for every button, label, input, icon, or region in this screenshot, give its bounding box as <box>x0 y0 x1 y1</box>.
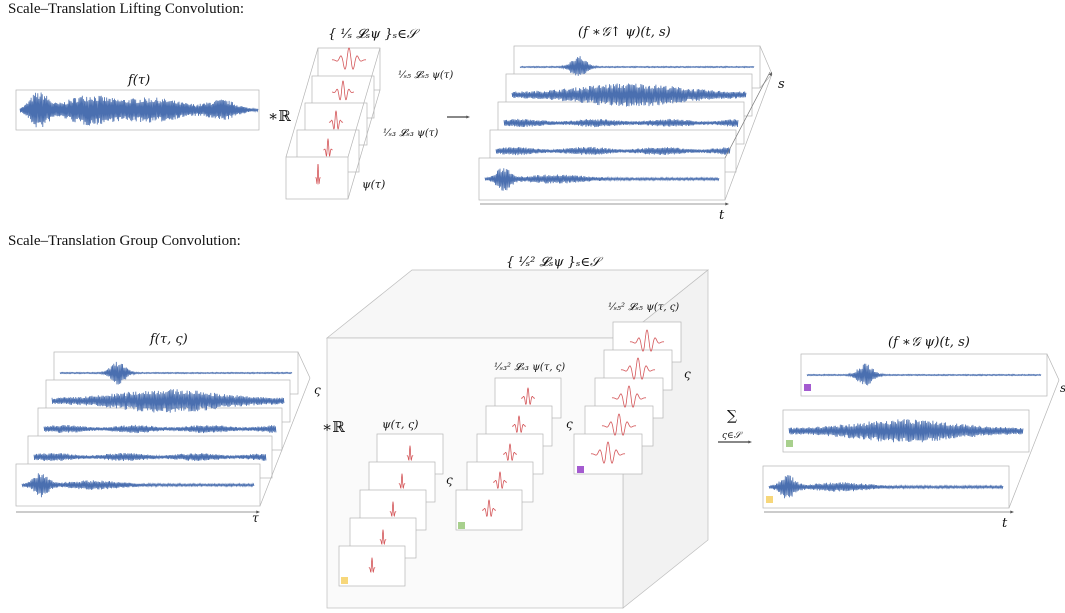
group-sum-subscript: ς∈𝒮 <box>722 431 744 441</box>
lifting-filter-bank-label: { ¹⁄ₛ 𝓛ₛψ }ₛ∈𝒮 <box>328 27 421 42</box>
lifting-input-label: f(τ) <box>127 73 150 88</box>
group-axis-tau: τ <box>252 511 259 525</box>
group-output-marker-purple <box>804 384 811 391</box>
lifting-filter-label-s3: ¹⁄ₛ₃ 𝓛ₛ₃ ψ(τ) <box>383 128 438 139</box>
group-output-waveform <box>768 475 1004 499</box>
group-filter-col3-wavelet <box>601 413 637 436</box>
group-input-waveform <box>33 452 267 462</box>
lifting-output-waveform <box>495 146 731 156</box>
lifting-filter-edge <box>285 47 319 158</box>
lifting-filter-label-s5: ¹⁄ₛ₅ 𝓛ₛ₅ ψ(τ) <box>398 70 453 81</box>
group-sum-operator: ∑ <box>727 408 737 424</box>
group-filter-label-psi: ψ(τ, ς) <box>382 418 418 431</box>
group-input-label: f(τ, ς) <box>149 332 188 347</box>
group-filter-marker-yellow <box>341 577 348 584</box>
group-output-marker-green <box>786 440 793 447</box>
lifting-axis-t-arrow <box>725 202 729 206</box>
group-output-depth-edge <box>1046 353 1060 381</box>
group-filter-axis-varsigma-2: ς <box>566 417 573 431</box>
group-filter-marker-purple <box>577 466 584 473</box>
group-filter-col3-wavelet <box>620 357 656 380</box>
group-filter-col3-wavelet <box>611 385 647 408</box>
lifting-filter-edge <box>347 89 381 200</box>
group-filter-col2-wavelet <box>512 415 526 433</box>
group-filter-col3-panel <box>573 433 643 475</box>
group-filter-col3-wavelet <box>590 441 626 464</box>
group-output-depth-edge <box>1008 379 1060 509</box>
lifting-output-waveform <box>484 168 720 191</box>
lifting-filter-label-psi: ψ(τ) <box>362 178 385 191</box>
group-filter-label-s3: ¹⁄ₛ₃² 𝓛ₛ₃ ψ(τ, ς) <box>494 362 565 373</box>
group-filter-marker-green <box>458 522 465 529</box>
group-section-title: Scale–Translation Group Convolution: <box>8 233 241 249</box>
lifting-filter-edge <box>347 47 381 158</box>
group-filter-col2-wavelet <box>493 471 507 489</box>
group-input-waveform <box>43 424 277 434</box>
group-output-waveform <box>806 363 1042 386</box>
group-axis-tau-arrow <box>256 510 260 514</box>
group-axis-t-arrow <box>1010 510 1014 514</box>
group-input-depth-edge <box>297 351 311 379</box>
lifting-output-waveform <box>503 118 739 128</box>
lifting-axis-t: t <box>719 208 725 223</box>
group-axis-t: t <box>1002 516 1008 531</box>
group-filter-axis-varsigma-3: ς <box>684 367 691 381</box>
group-filter-col2-wavelet <box>503 443 517 461</box>
group-filter-col3-wavelet <box>629 329 665 352</box>
group-input-waveform <box>51 389 285 413</box>
lifting-filter-wavelet <box>331 47 367 70</box>
group-sum-arrow-head <box>748 440 752 444</box>
lifting-axis-s-line <box>724 71 771 159</box>
group-filter-col2-wavelet <box>482 499 496 517</box>
group-output-waveform <box>788 419 1024 443</box>
lifting-output-waveform <box>519 56 755 76</box>
group-diagram <box>15 269 1060 609</box>
lifting-section-title: Scale–Translation Lifting Convolution: <box>8 1 245 17</box>
group-filter-col1-panel <box>338 545 406 587</box>
group-filter-col1-wavelet <box>368 557 376 573</box>
lifting-filter-wavelet <box>323 138 333 157</box>
group-filter-axis-varsigma-1: ς <box>446 473 453 487</box>
group-output-marker-yellow <box>766 496 773 503</box>
lifting-axis-s-arrow <box>768 72 772 76</box>
group-input-waveform <box>59 361 293 385</box>
lifting-arrow-head <box>466 115 470 119</box>
group-filter-col1-wavelet <box>398 473 406 489</box>
group-conv-operator: ∗ℝ <box>322 418 345 436</box>
lifting-filter-wavelet <box>315 163 321 185</box>
lifting-diagram <box>15 45 773 206</box>
lifting-depth-edge <box>724 73 773 201</box>
lifting-filter-wavelet <box>332 80 354 101</box>
group-axis-s: s <box>1060 381 1065 395</box>
lifting-depth-edge <box>759 45 773 75</box>
group-filter-col1-wavelet <box>379 529 387 545</box>
lifting-depth-edge <box>759 73 773 89</box>
group-filter-col2-panel <box>455 489 523 531</box>
group-axis-varsigma-input: ς <box>314 383 321 397</box>
group-filter-bank-label: { ¹⁄ₛ² 𝓛ₛψ }ₛ∈𝒮 <box>506 255 604 270</box>
lifting-output-label: (f ∗𝒢↑ ψ)(t, s) <box>578 25 671 40</box>
lifting-input-waveform <box>19 92 259 128</box>
group-output-label: (f ∗𝒢 ψ)(t, s) <box>888 335 970 350</box>
group-filter-col1-wavelet <box>406 445 414 461</box>
lifting-conv-operator: ∗ℝ <box>268 107 291 125</box>
group-filter-col1-wavelet <box>389 501 397 517</box>
lifting-axis-s: s <box>778 77 785 92</box>
group-filter-col2-wavelet <box>521 387 535 405</box>
lifting-filter-wavelet <box>328 110 344 130</box>
group-input-depth-edge <box>259 377 311 507</box>
group-input-waveform <box>21 473 255 498</box>
group-filter-label-s5: ¹⁄ₛ₅² 𝓛ₛ₅ ψ(τ, ς) <box>608 302 679 313</box>
lifting-output-waveform <box>511 83 747 107</box>
